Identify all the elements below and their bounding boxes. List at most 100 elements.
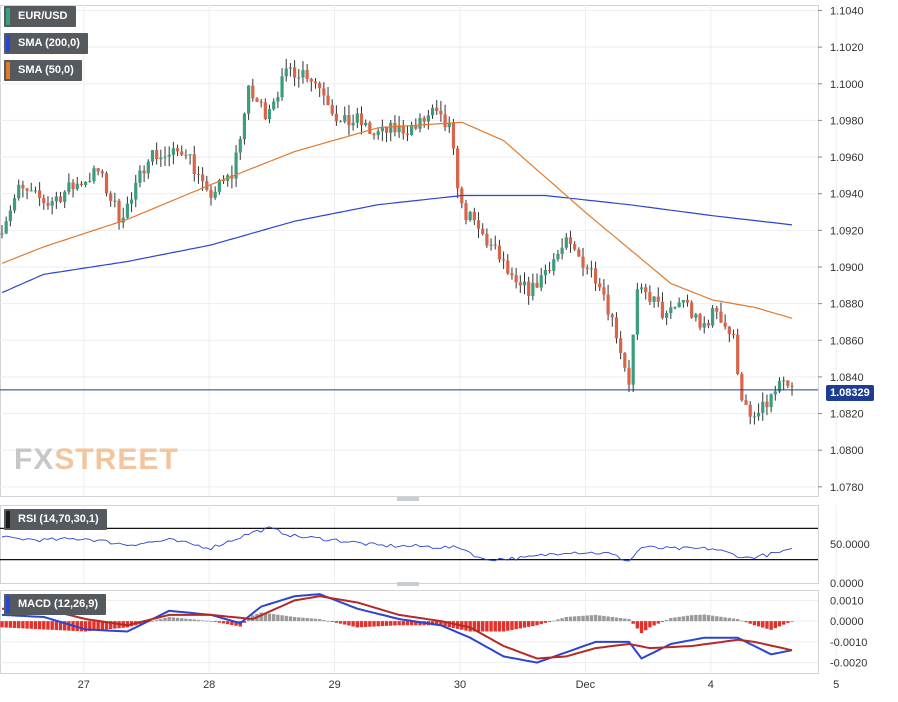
macd-histogram-bar [472,621,477,632]
candle-body [493,244,497,246]
macd-histogram-bar [497,621,502,632]
candle-body [205,181,209,190]
legend-swatch-macd [6,596,10,613]
legend-swatch-eurusd [6,8,10,25]
candle-body [372,133,376,136]
macd-histogram-bar [46,621,50,630]
macd-histogram-bar [698,614,702,622]
candle-body [255,98,259,102]
candle-body [309,78,313,82]
legend-sma200[interactable]: SMA (200,0) [4,33,88,54]
macd-histogram-bar [188,619,192,622]
candle-body [276,97,280,102]
legend-sma50[interactable]: SMA (50,0) [4,60,82,81]
candle-body [610,314,614,318]
candle-body [656,296,660,302]
macd-histogram-bar [531,621,535,627]
candle-body [782,380,786,382]
candle-body [497,245,502,260]
macd-histogram-bar [83,621,88,632]
macd-signal-line [2,595,793,660]
macd-histogram-bar [150,621,155,622]
macd-histogram-bar [539,621,543,625]
candle-body [456,148,460,189]
macd-histogram-bar [326,620,330,622]
candle-body [217,179,221,192]
macd-histogram-bar [752,621,757,626]
legend-rsi[interactable]: RSI (14,70,30,1) [4,509,107,530]
candle-body [740,373,744,401]
candle-body [639,287,644,290]
candle-body [627,367,631,385]
macd-histogram-bar [309,618,314,622]
macd-histogram-bar [58,621,63,631]
macd-histogram-bar [29,621,33,629]
candle-body [92,168,96,182]
macd-histogram-bar [761,621,765,628]
macd-histogram-bar [627,619,631,622]
candle-body [167,154,171,157]
candle-body [293,67,297,78]
x-tick-label: 29 [328,679,340,691]
price-tick-label: 1.0980 [830,115,864,127]
candle-body [652,296,656,302]
candle-body [180,151,184,155]
candle-body [347,115,351,126]
candle-body [25,188,29,191]
macd-histogram-bar [397,621,401,626]
price-tick-label: 1.1020 [830,42,864,54]
macd-histogram-bar [54,621,59,631]
macd-histogram-bar [660,621,665,622]
candle-body [619,338,623,353]
candle-body [606,294,610,315]
rsi-line [1,526,793,562]
x-tick-label: 30 [454,679,466,691]
candle-body [786,380,790,386]
candle-body [359,113,364,126]
candle-body [71,182,75,189]
macd-histogram-bar [372,621,376,627]
candle-body [12,198,17,211]
candle-body [518,282,522,286]
candle-body [756,412,761,417]
candle-body [17,184,21,199]
macd-histogram-bar [414,621,418,626]
candle-body [677,302,681,308]
macd-histogram-bar [719,616,723,622]
candle-body [355,113,359,123]
candle-body [259,101,263,103]
candle-body [318,83,322,89]
candle-body [426,115,430,122]
macd-histogram-bar [631,621,635,624]
candle-body [201,174,205,182]
macd-histogram-bar [154,620,159,622]
macd-histogram-bar [606,616,610,622]
macd-histogram-bar [526,621,531,627]
macd-histogram-bar [635,621,640,629]
candle-body [330,105,334,114]
candle-body [142,170,146,174]
candle-body [405,133,410,136]
macd-histogram-bar [338,621,343,624]
candle-body [84,181,88,186]
macd-histogram-bar [781,621,786,625]
macd-histogram-bar [180,618,184,622]
macd-histogram-bar [259,612,263,622]
candle-body [748,404,752,417]
candle-body [589,268,593,270]
macd-histogram-bar [384,621,389,626]
candle-body [585,267,589,269]
macd-histogram-bar [485,621,489,632]
candle-body [464,203,468,220]
legend-macd[interactable]: MACD (12,26,9) [4,594,107,615]
candle-body [305,70,309,79]
candle-body [313,81,318,84]
macd-histogram-bar [777,621,782,627]
candle-body [389,122,393,133]
price-tick-label: 1.0880 [830,299,864,311]
macd-histogram-bar [556,619,560,622]
price-tick-label: 1.1000 [830,79,864,91]
macd-histogram-bar [175,617,180,622]
legend-eurusd[interactable]: EUR/USD [4,6,76,27]
